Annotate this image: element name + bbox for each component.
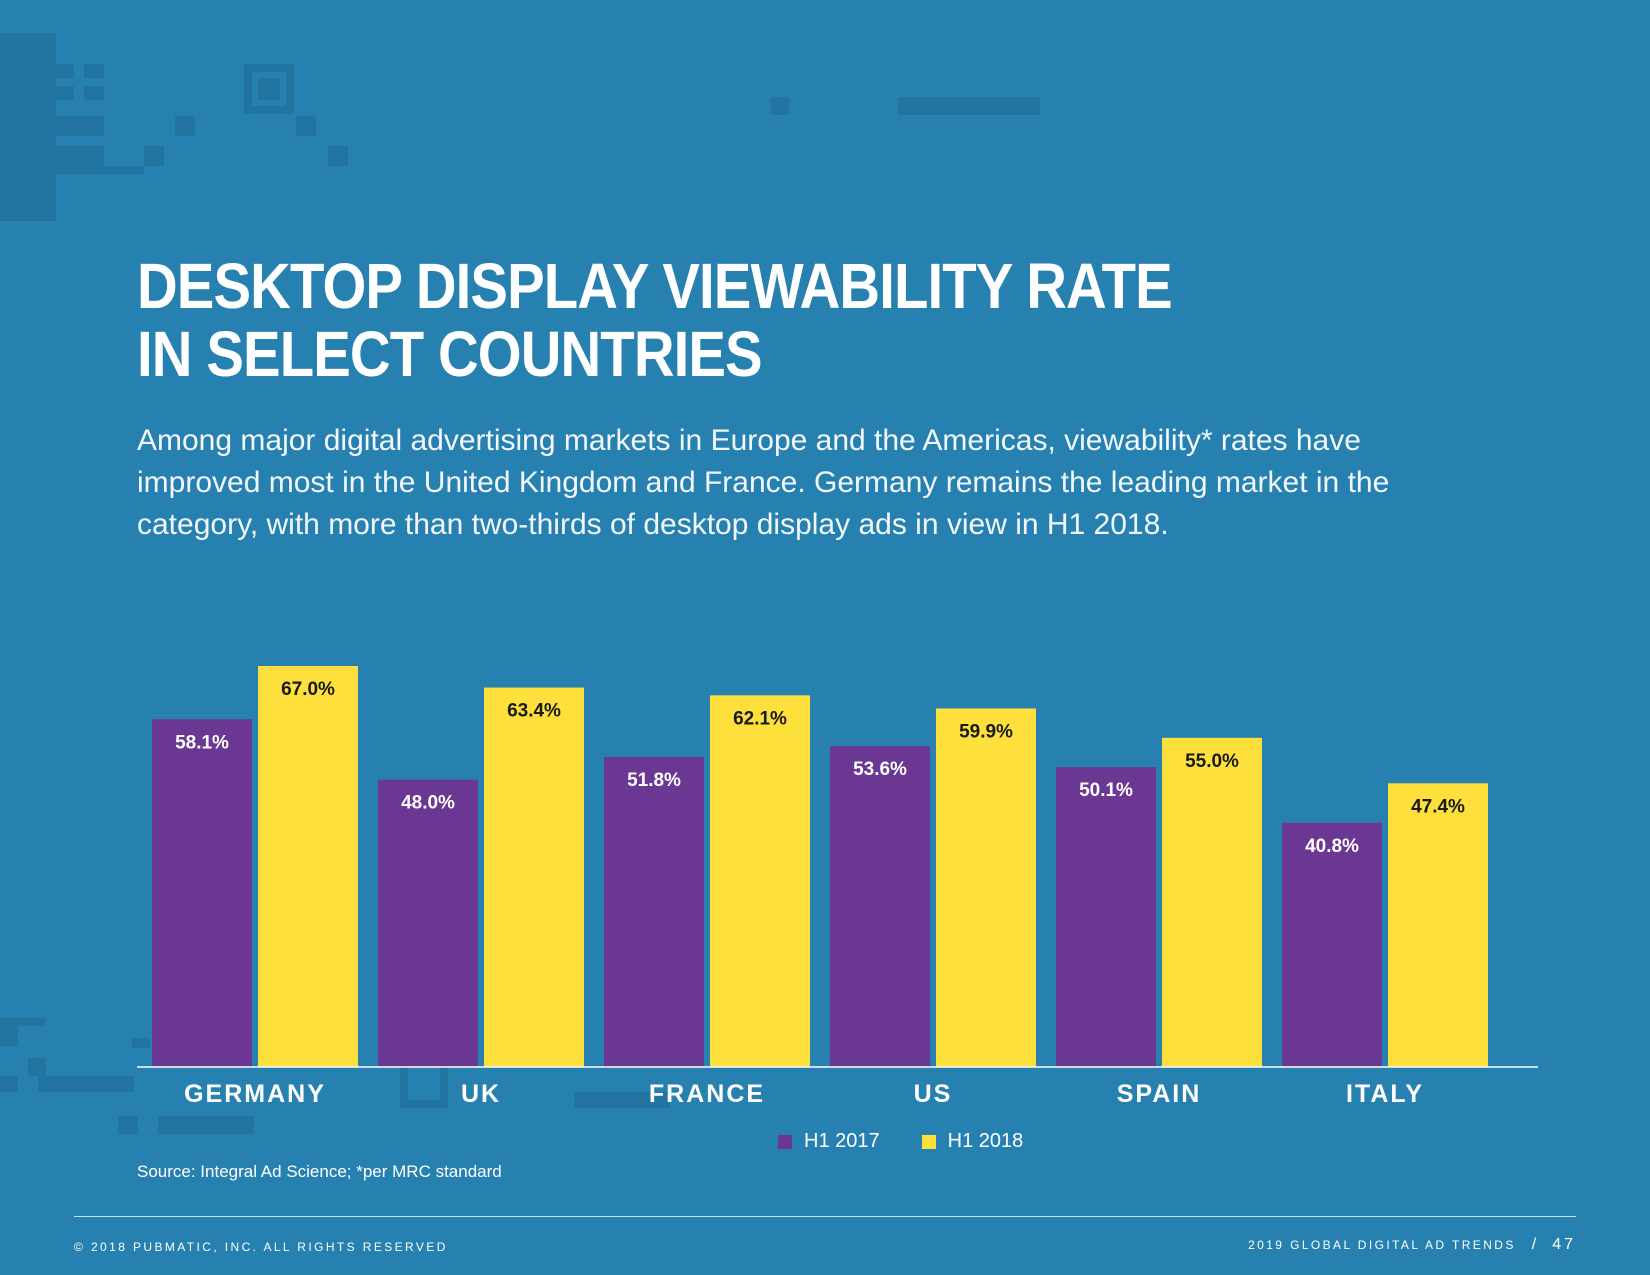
- category-label-france: FRANCE: [649, 1080, 765, 1108]
- data-label-italy-h1-2017: 40.8%: [1305, 836, 1359, 857]
- bar-italy-h1-2017: [1282, 822, 1382, 1067]
- category-label-germany: GERMANY: [184, 1080, 326, 1108]
- category-label-spain: SPAIN: [1117, 1080, 1202, 1108]
- bar-spain-h1-2018: [1162, 737, 1262, 1067]
- source-note: Source: Integral Ad Science; *per MRC st…: [137, 1162, 502, 1181]
- footer-separator: /: [1531, 1236, 1537, 1253]
- bar-france-h1-2017: [604, 756, 704, 1067]
- data-label-us-h1-2017: 53.6%: [853, 759, 907, 780]
- bar-uk-h1-2018: [484, 687, 584, 1067]
- page-title: DESKTOP DISPLAY VIEWABILITY RATE IN SELE…: [137, 250, 1173, 390]
- chart-legend: H1 2017 H1 2018: [778, 1130, 1023, 1153]
- category-label-italy: ITALY: [1346, 1080, 1424, 1108]
- bar-italy-h1-2018: [1388, 783, 1488, 1067]
- legend-label-h1-2017: H1 2017: [804, 1130, 880, 1152]
- legend-item-h1-2017: H1 2017: [778, 1130, 880, 1153]
- data-label-germany-h1-2017: 58.1%: [175, 732, 229, 753]
- intro-paragraph: Among major digital advertising markets …: [137, 424, 1390, 541]
- data-label-france-h1-2018: 62.1%: [733, 708, 787, 729]
- data-label-us-h1-2018: 59.9%: [959, 721, 1013, 742]
- category-label-uk: UK: [461, 1080, 501, 1108]
- data-label-france-h1-2017: 51.8%: [627, 770, 681, 791]
- data-label-spain-h1-2017: 50.1%: [1079, 780, 1133, 801]
- bar-germany-h1-2018: [258, 666, 358, 1067]
- bar-spain-h1-2017: [1056, 767, 1156, 1067]
- data-label-spain-h1-2018: 55.0%: [1185, 751, 1239, 772]
- data-label-germany-h1-2018: 67.0%: [281, 679, 335, 700]
- data-label-uk-h1-2018: 63.4%: [507, 701, 561, 722]
- data-label-uk-h1-2017: 48.0%: [401, 793, 455, 814]
- category-label-us: US: [914, 1080, 953, 1108]
- legend-swatch-h1-2017: [778, 1134, 792, 1149]
- legend-item-h1-2018: H1 2018: [921, 1130, 1024, 1153]
- bar-uk-h1-2017: [378, 779, 478, 1067]
- bar-us-h1-2017: [830, 746, 930, 1067]
- footer-divider: [74, 1216, 1576, 1217]
- footer-right: 2019 GLOBAL DIGITAL AD TRENDS / 47: [1248, 1236, 1576, 1254]
- bar-germany-h1-2017: [152, 719, 252, 1067]
- legend-swatch-h1-2018: [921, 1134, 936, 1149]
- bar-france-h1-2018: [710, 695, 810, 1067]
- bar-us-h1-2018: [936, 708, 1036, 1067]
- data-label-italy-h1-2018: 47.4%: [1411, 796, 1465, 817]
- copyright-text: © 2018 PUBMATIC, INC. ALL RIGHTS RESERVE…: [74, 1240, 448, 1254]
- title-line-2: IN SELECT COUNTRIES: [137, 318, 763, 390]
- title-line-1: DESKTOP DISPLAY VIEWABILITY RATE: [137, 250, 1173, 322]
- legend-label-h1-2018: H1 2018: [947, 1130, 1024, 1152]
- report-title: 2019 GLOBAL DIGITAL AD TRENDS: [1248, 1238, 1516, 1252]
- page-number: 47: [1552, 1236, 1576, 1253]
